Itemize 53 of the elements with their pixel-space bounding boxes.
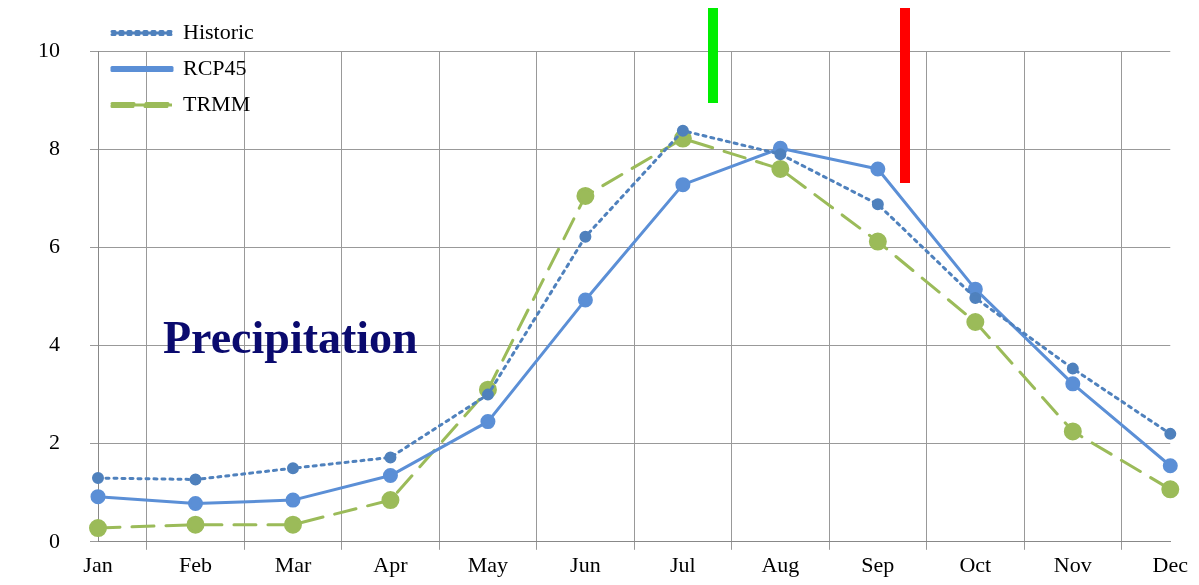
point (577, 292, 593, 308)
x-tick-label: Sep (861, 551, 895, 577)
point (89, 519, 107, 538)
point (1161, 480, 1180, 499)
point (90, 489, 106, 505)
point (186, 515, 205, 534)
x-tick-label: May (467, 551, 509, 577)
point (283, 515, 302, 534)
x-tick-label: Mar (274, 551, 312, 577)
point (1066, 362, 1079, 375)
x-tick-label: Feb (178, 551, 212, 577)
point (675, 177, 691, 193)
point (285, 492, 301, 508)
point (1164, 427, 1177, 440)
x-tick-label: Jun (570, 551, 601, 577)
point (189, 473, 202, 486)
y-tick-label: 0 (49, 527, 60, 553)
point (676, 124, 689, 137)
point (384, 451, 397, 464)
point (576, 186, 595, 205)
legend-label: TRMM (183, 90, 251, 116)
x-tick-label: Jul (670, 551, 696, 577)
point (1065, 376, 1081, 392)
point (1162, 458, 1178, 474)
legend-label: Historic (183, 18, 255, 44)
annotation: Precipitation (163, 312, 418, 364)
point (382, 468, 398, 484)
x-tick-label: Oct (959, 551, 992, 577)
y-tick-label: 6 (49, 233, 60, 259)
x-tick-label: Aug (761, 551, 800, 577)
point (771, 159, 790, 178)
point (92, 472, 104, 485)
point (774, 148, 787, 161)
point (480, 414, 496, 430)
x-tick-label: Nov (1053, 551, 1092, 577)
point (966, 313, 985, 332)
point (871, 198, 884, 211)
y-tick-label: 8 (49, 135, 60, 161)
point (870, 161, 886, 177)
y-tick-label: 2 (49, 429, 60, 455)
y-tick-label: 4 (49, 331, 60, 357)
legend-label: RCP45 (183, 54, 247, 80)
point (868, 232, 887, 251)
point (1063, 422, 1082, 441)
y-tick-label: 10 (38, 36, 60, 62)
x-tick-label: Jan (83, 551, 113, 577)
point (969, 291, 982, 304)
point (187, 496, 203, 512)
point (286, 462, 299, 475)
x-tick-label: Dec (1152, 551, 1189, 577)
point (579, 230, 592, 243)
point (381, 491, 400, 510)
x-tick-label: Apr (373, 551, 409, 577)
